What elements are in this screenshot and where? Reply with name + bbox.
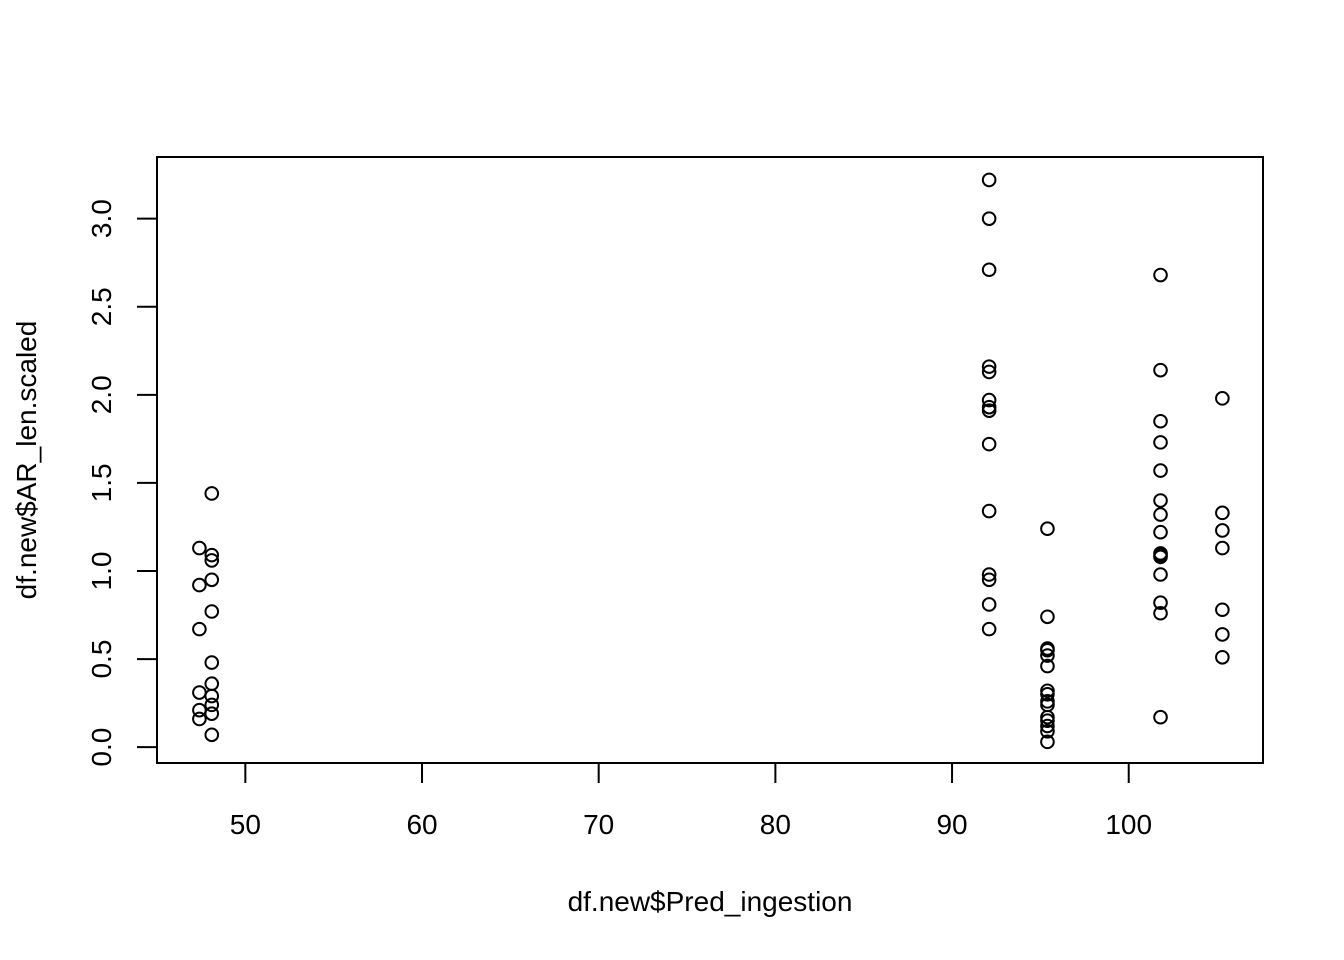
- data-point: [204, 486, 220, 501]
- data-point: [192, 540, 207, 556]
- x-tick-label: 90: [936, 809, 967, 840]
- data-point: [981, 262, 997, 278]
- data-point: [1153, 567, 1168, 582]
- data-point: [981, 567, 997, 582]
- data-points: [192, 172, 1230, 750]
- data-point: [981, 211, 997, 226]
- data-point: [1215, 650, 1230, 665]
- data-point: [981, 403, 997, 418]
- data-point: [981, 172, 997, 188]
- data-point: [1153, 493, 1168, 508]
- plot-frame: [156, 156, 1264, 764]
- x-tick-label: 100: [1105, 809, 1152, 840]
- data-point: [1040, 642, 1055, 658]
- data-point: [1153, 524, 1168, 540]
- data-point: [1153, 595, 1168, 610]
- data-point: [1040, 648, 1055, 663]
- data-point: [204, 553, 220, 568]
- data-point: [981, 621, 997, 637]
- data-point: [204, 547, 220, 563]
- data-point: [204, 655, 220, 670]
- data-point: [1040, 734, 1055, 750]
- data-point: [981, 392, 997, 408]
- x-tick-label: 70: [583, 809, 614, 840]
- y-tick-label: 2.5: [86, 287, 117, 326]
- x-axis: 50 60 70 80 90 100: [230, 762, 1152, 840]
- data-point: [1215, 540, 1230, 556]
- data-point: [1040, 723, 1055, 739]
- y-tick-label: 0.5: [86, 640, 117, 679]
- data-point: [1215, 391, 1230, 406]
- data-point: [1040, 713, 1055, 729]
- data-point: [1153, 267, 1168, 283]
- y-tick-label: 2.0: [86, 375, 117, 414]
- data-point: [1153, 362, 1168, 378]
- y-tick-label: 3.0: [86, 199, 117, 238]
- data-point: [204, 697, 220, 713]
- x-tick-label: 60: [406, 809, 437, 840]
- data-point: [1040, 521, 1055, 537]
- data-point: [981, 436, 997, 452]
- data-point: [192, 621, 207, 637]
- data-point: [1153, 605, 1168, 621]
- y-tick-label: 1.0: [86, 552, 117, 591]
- data-point: [1040, 658, 1055, 674]
- data-point: [1153, 549, 1168, 565]
- data-point: [1153, 435, 1168, 450]
- data-point: [204, 727, 220, 743]
- data-point: [192, 711, 207, 727]
- data-point: [204, 572, 220, 588]
- data-point: [1040, 609, 1055, 625]
- data-point: [1040, 686, 1055, 702]
- data-point: [1153, 507, 1168, 522]
- data-point: [1153, 463, 1168, 478]
- data-point: [204, 688, 220, 704]
- data-point: [981, 503, 997, 519]
- data-point: [1153, 413, 1168, 429]
- x-axis-title: df.new$Pred_ingestion: [568, 886, 853, 917]
- data-point: [204, 604, 220, 619]
- data-point: [1215, 602, 1230, 618]
- x-tick-label: 50: [230, 809, 261, 840]
- data-point: [981, 597, 997, 612]
- y-tick-label: 0.0: [86, 728, 117, 767]
- data-point: [204, 706, 220, 721]
- x-tick-label: 80: [760, 809, 791, 840]
- data-point: [1040, 718, 1055, 734]
- data-point: [1215, 523, 1230, 538]
- data-point: [981, 359, 997, 374]
- y-axis-title: df.new$AR_len.scaled: [11, 321, 42, 600]
- data-point: [1215, 505, 1230, 521]
- data-point: [981, 364, 997, 380]
- data-point: [1153, 709, 1168, 725]
- y-tick-label: 1.5: [86, 463, 117, 502]
- data-point: [981, 572, 997, 588]
- data-point: [1215, 627, 1230, 642]
- data-point: [192, 577, 207, 593]
